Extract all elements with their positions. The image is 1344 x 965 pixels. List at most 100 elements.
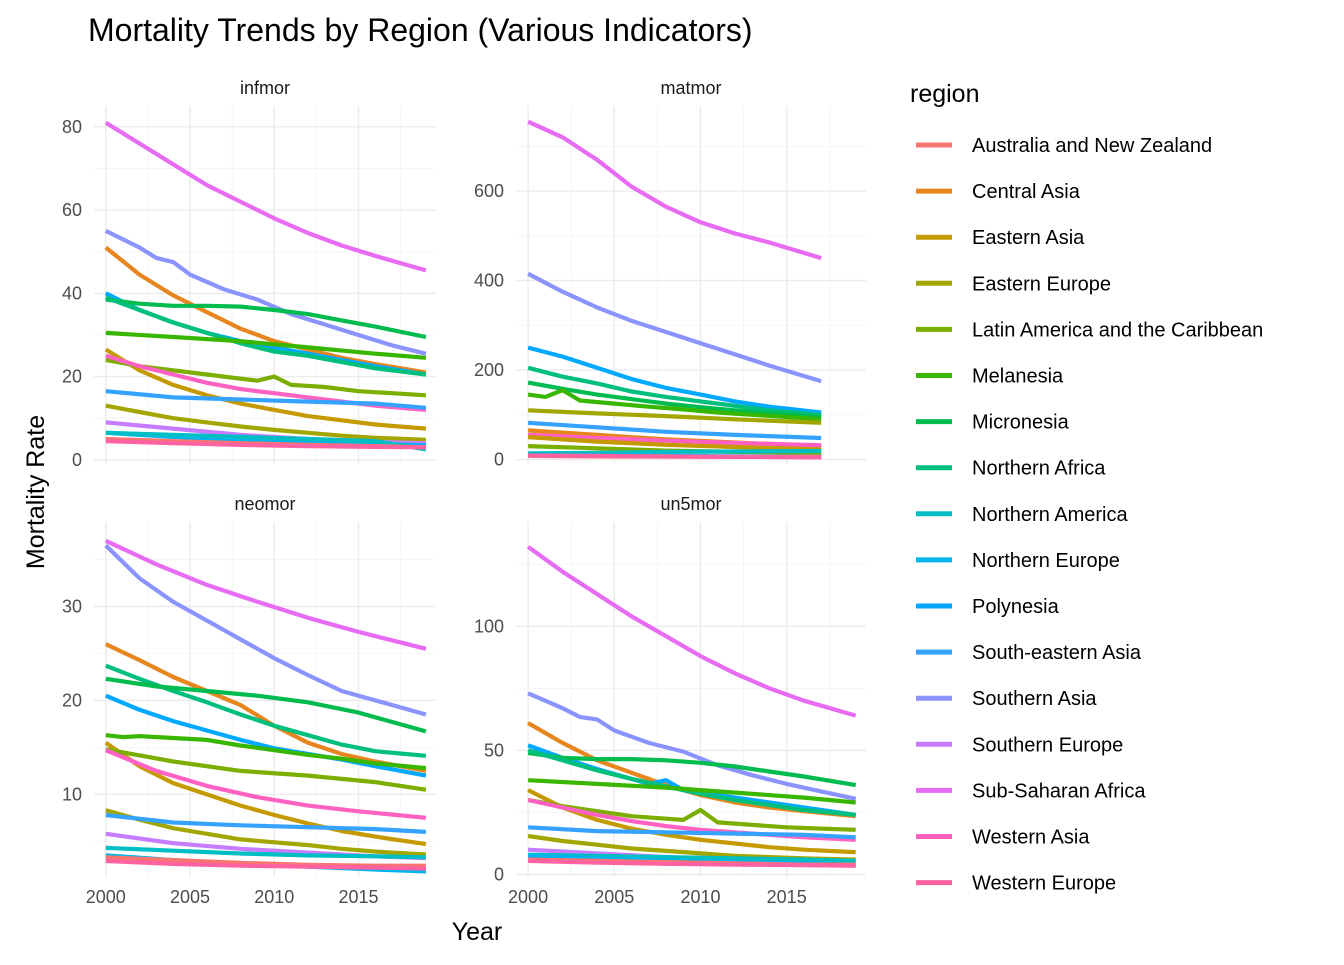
facet-panels: infmor020406080matmor0200400600neomor102… xyxy=(62,78,866,907)
facet-label-matmor: matmor xyxy=(660,78,721,98)
legend-title: region xyxy=(910,80,980,108)
series-line-sub-saharan-africa xyxy=(104,538,427,651)
y-axis-title: Mortality Rate xyxy=(22,415,50,569)
series-line-northern-america xyxy=(528,852,856,863)
series-line-melanesia xyxy=(527,778,856,805)
legend-label: Western Europe xyxy=(972,873,1116,895)
series-line-northern-america xyxy=(528,448,822,456)
series-line-melanesia xyxy=(105,733,427,771)
series-line-eastern-europe xyxy=(105,808,427,857)
legend-label: Northern Europe xyxy=(972,550,1120,572)
series-line-eastern-asia xyxy=(527,435,822,452)
facet-label-infmor: infmor xyxy=(240,78,290,98)
series-line-latin-america-and-the-caribbean xyxy=(105,357,427,398)
y-tick-label: 60 xyxy=(62,200,82,220)
series-line-latin-america-and-the-caribbean xyxy=(527,797,856,832)
series-line-western-europe xyxy=(528,858,856,868)
legend-item-northern-africa: Northern Africa xyxy=(916,458,1106,480)
series-line-south-eastern-asia xyxy=(527,420,822,441)
series-line-northern-africa xyxy=(527,365,822,417)
y-tick-label: 50 xyxy=(484,740,504,760)
series-line-sub-saharan-africa xyxy=(104,120,427,273)
series-line-southern-asia xyxy=(527,271,822,384)
series-line-northern-america xyxy=(105,845,426,860)
panel-infmor: infmor 0 20 40 60 80 xyxy=(62,78,436,470)
series-line-melanesia xyxy=(527,388,822,422)
series-line-micronesia xyxy=(527,380,822,420)
legend-item-melanesia: Melanesia xyxy=(916,366,1064,388)
x-axis-title: Year xyxy=(452,918,503,946)
legend-label: Eastern Europe xyxy=(972,273,1111,295)
y-tick-label: 100 xyxy=(474,616,504,636)
x-tick-label: 2005 xyxy=(170,887,210,907)
x-tick-label: 2015 xyxy=(767,887,807,907)
x-tick-label: 2015 xyxy=(338,887,378,907)
series-line-southern-asia xyxy=(104,229,427,356)
series-line-latin-america-and-the-caribbean xyxy=(105,747,427,792)
series-line-northern-africa xyxy=(105,663,427,758)
x-tick-label: 2000 xyxy=(508,887,548,907)
legend-item-western-europe: Western Europe xyxy=(916,873,1116,895)
panel-matmor: matmor 0 200 400 600 xyxy=(474,78,866,470)
legend-item-eastern-asia: Eastern Asia xyxy=(916,227,1085,249)
y-tick-label: 600 xyxy=(474,181,504,201)
legend-label: Polynesia xyxy=(972,596,1060,618)
y-tick-label: 30 xyxy=(62,597,82,617)
legend-label: Southern Asia xyxy=(972,688,1097,710)
legend-label: Micronesia xyxy=(972,412,1070,434)
legend-item-central-asia: Central Asia xyxy=(916,181,1081,203)
legend-label: Southern Europe xyxy=(972,734,1123,756)
y-tick-label: 10 xyxy=(62,784,82,804)
legend-label: Australia and New Zealand xyxy=(972,135,1212,157)
legend-label: Sub-Saharan Africa xyxy=(972,780,1146,802)
series-line-sub-saharan-africa xyxy=(526,545,857,718)
y-tick-label: 80 xyxy=(62,117,82,137)
legend-label: Northern America xyxy=(972,504,1128,526)
y-tick-label: 20 xyxy=(62,367,82,387)
facet-label-neomor: neomor xyxy=(234,494,295,514)
series-line-eastern-asia xyxy=(104,347,427,431)
y-tick-label: 0 xyxy=(494,865,504,885)
legend-item-southern-asia: Southern Asia xyxy=(916,688,1097,710)
legend-item-latin-america-and-the-caribbean: Latin America and the Caribbean xyxy=(916,319,1263,341)
y-tick-label: 40 xyxy=(62,283,82,303)
legend-item-polynesia: Polynesia xyxy=(916,596,1060,618)
legend-label: Melanesia xyxy=(972,366,1064,388)
legend-item-sub-saharan-africa: Sub-Saharan Africa xyxy=(916,780,1146,802)
legend-item-south-eastern-asia: South-eastern Asia xyxy=(916,642,1142,664)
series-line-polynesia xyxy=(527,345,822,415)
legend-label: Western Asia xyxy=(972,827,1090,849)
series-line-southern-asia xyxy=(527,691,857,801)
legend-label: South-eastern Asia xyxy=(972,642,1142,664)
y-tick-label: 20 xyxy=(62,690,82,710)
series-line-eastern-asia xyxy=(527,788,856,855)
chart-title: Mortality Trends by Region (Various Indi… xyxy=(88,12,753,48)
y-tick-label: 200 xyxy=(474,360,504,380)
legend-item-southern-europe: Southern Europe xyxy=(916,734,1123,756)
legend-label: Latin America and the Caribbean xyxy=(972,319,1263,341)
legend-label: Eastern Asia xyxy=(972,227,1085,249)
y-tick-label: 0 xyxy=(72,450,82,470)
x-tick-label: 2000 xyxy=(86,887,126,907)
series-line-sub-saharan-africa xyxy=(527,119,822,261)
legend-item-eastern-europe: Eastern Europe xyxy=(916,273,1111,295)
series-line-northern-america xyxy=(105,430,427,452)
series-line-micronesia xyxy=(527,750,857,788)
legend-item-micronesia: Micronesia xyxy=(916,412,1070,434)
legend-item-northern-europe: Northern Europe xyxy=(916,550,1120,572)
x-tick-label: 2010 xyxy=(254,887,294,907)
series-line-western-asia xyxy=(105,748,427,820)
legend-item-northern-america: Northern America xyxy=(916,504,1128,526)
facet-label-un5mor: un5mor xyxy=(660,494,721,514)
y-tick-label: 400 xyxy=(474,271,504,291)
y-tick-label: 0 xyxy=(494,450,504,470)
series-line-southern-asia xyxy=(104,543,427,717)
legend-label: Central Asia xyxy=(972,181,1081,203)
series-line-western-europe xyxy=(528,453,822,460)
series-line-eastern-europe xyxy=(528,408,822,425)
series-line-micronesia xyxy=(105,676,427,734)
series-line-western-europe xyxy=(105,858,426,871)
series-line-western-asia xyxy=(528,432,822,448)
series-line-south-eastern-asia xyxy=(105,812,427,834)
